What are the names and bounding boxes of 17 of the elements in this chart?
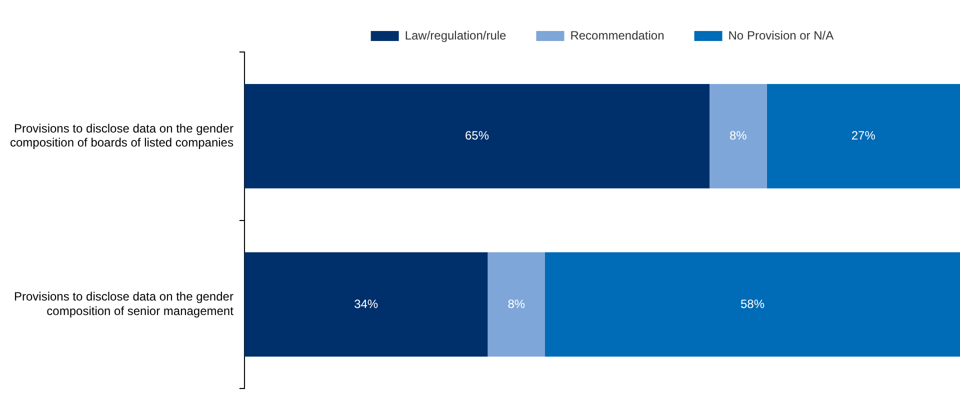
legend-label: No Provision or N/A — [728, 28, 834, 42]
legend-label: Recommendation — [570, 28, 664, 42]
y-tick-label: Provisions to disclose data on the gender composition of boards of listed companies — [10, 121, 234, 150]
data-label: 34% — [354, 296, 378, 311]
data-label: 8% — [730, 128, 748, 142]
data-label: 8% — [508, 296, 526, 311]
y-tick-label: Provisions to disclose data on the gender composition of senior management — [14, 290, 234, 318]
legend-label: Law/regulation/rule — [404, 28, 507, 42]
bar — [488, 252, 545, 357]
bar — [766, 84, 960, 188]
data-label: 27% — [851, 128, 876, 142]
bar — [244, 84, 710, 188]
bar — [544, 252, 960, 357]
data-label: 65% — [464, 128, 490, 142]
bar — [710, 84, 767, 188]
data-label: 58% — [740, 296, 765, 311]
bar — [244, 252, 488, 357]
